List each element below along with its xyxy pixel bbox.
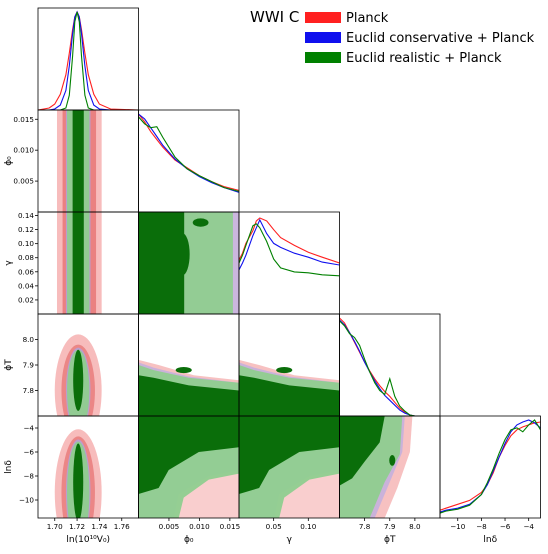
x-axis-label-phiT: ϕT	[384, 535, 396, 545]
y-axis-label-gamma: γ	[4, 260, 14, 266]
marginal-line-phi0-planck	[138, 113, 239, 191]
panel-frame-lnV0-lnV0	[37, 7, 139, 111]
y-tick-label-lndelta: −10	[19, 496, 35, 505]
marginal-line-phi0-conservative	[138, 113, 239, 193]
x-tick-label-lndelta: −6	[500, 522, 511, 531]
y-tick-label-gamma: 0.10	[18, 239, 34, 248]
contour-realistic-inner	[73, 349, 84, 411]
legend-label-planck: Planck	[346, 11, 389, 26]
y-axis-label-phiT: ϕT	[4, 359, 14, 371]
y-tick-label-phi0: 0.010	[13, 146, 34, 155]
x-axis-label-phi0: ϕ₀	[184, 535, 194, 545]
panel-frame-phi0-phi0	[138, 109, 240, 213]
marginal-line-phiT-conservative	[339, 319, 440, 416]
contour-realistic-inner	[339, 416, 385, 486]
x-axis-label-lnV0: ln(10¹⁰V₀)	[66, 535, 110, 545]
contour-realistic-inner	[389, 455, 396, 466]
y-tick-label-phiT: 8.0	[23, 335, 35, 344]
contour-realistic-inner	[72, 212, 84, 314]
contour-realistic-inner	[175, 367, 192, 374]
marginal-line-gamma-planck	[239, 217, 340, 264]
contour-realistic-inner	[276, 367, 293, 374]
legend-label-conservative: Euclid conservative + Planck	[346, 31, 535, 46]
marginal-line-lnV0-realistic	[38, 11, 139, 110]
marginal-line-gamma-conservative	[239, 218, 340, 271]
legend-label-realistic: Euclid realistic + Planck	[346, 51, 502, 66]
marginal-line-lndelta-planck	[440, 421, 541, 511]
y-tick-label-phi0: 0.015	[13, 115, 34, 124]
marginal-line-phiT-planck	[339, 317, 440, 416]
marginal-line-phi0-realistic	[138, 116, 239, 192]
x-tick-label-lndelta: −4	[523, 522, 534, 531]
x-tick-label-phiT: 7.8	[359, 522, 371, 531]
x-tick-label-phi0: 0.010	[189, 522, 210, 531]
marginal-line-gamma-realistic	[239, 223, 340, 277]
legend-swatch-planck	[305, 12, 341, 23]
y-axis-label-lndelta: lnδ	[4, 460, 14, 474]
y-axis-label-phi0: ϕ₀	[4, 156, 14, 166]
x-axis-label-gamma: γ	[287, 535, 293, 545]
x-tick-label-gamma: 0.05	[266, 522, 282, 531]
legend: WWI C Planck Euclid conservative + Planc…	[250, 8, 535, 66]
contour-realistic-inner	[192, 218, 209, 227]
x-tick-label-lndelta: −8	[476, 522, 487, 531]
y-tick-label-gamma: 0.14	[18, 211, 34, 220]
x-tick-label-lnV0: 1.70	[47, 522, 63, 531]
contour-realistic-inner	[239, 416, 340, 494]
x-tick-label-phi0: 0.005	[159, 522, 180, 531]
y-tick-label-lndelta: −8	[23, 472, 34, 481]
y-tick-label-phi0: 0.005	[13, 177, 34, 186]
x-tick-label-lnV0: 1.72	[69, 522, 85, 531]
x-tick-label-phiT: 7.9	[384, 522, 396, 531]
contour-realistic-inner	[72, 110, 84, 212]
x-tick-label-lndelta: −10	[450, 522, 466, 531]
contour-realistic-inner	[138, 375, 239, 416]
x-tick-label-phiT: 8.0	[409, 522, 421, 531]
y-tick-label-lndelta: −4	[23, 424, 34, 433]
y-tick-label-phiT: 7.8	[23, 386, 35, 395]
marginal-line-lnV0-conservative	[38, 10, 139, 110]
y-tick-label-gamma: 0.02	[18, 295, 34, 304]
marginal-line-lndelta-conservative	[440, 419, 541, 513]
y-tick-label-phiT: 7.9	[23, 361, 35, 370]
legend-swatch-conservative	[305, 32, 341, 43]
panel-frame-lndelta-lndelta	[439, 415, 541, 519]
chart-title: WWI C	[250, 8, 299, 26]
y-tick-label-gamma: 0.08	[18, 253, 34, 262]
y-tick-label-gamma: 0.04	[18, 281, 34, 290]
x-tick-label-phi0: 0.015	[220, 522, 241, 531]
contour-realistic-inner	[138, 416, 239, 494]
y-tick-label-lndelta: −6	[23, 448, 34, 457]
marginal-line-phiT-realistic	[339, 320, 440, 416]
x-tick-label-gamma: 0.10	[300, 522, 316, 531]
x-tick-label-lnV0: 1.74	[91, 522, 107, 531]
y-tick-label-gamma: 0.06	[18, 267, 34, 276]
contour-realistic-inner	[239, 375, 340, 416]
x-axis-label-lndelta: lnδ	[483, 535, 497, 545]
y-tick-label-gamma: 0.12	[18, 225, 34, 234]
marginal-line-lnV0-planck	[38, 10, 139, 110]
x-tick-label-lnV0: 1.76	[114, 522, 130, 531]
marginal-line-lndelta-realistic	[440, 419, 541, 514]
contour-realistic-inner	[175, 233, 190, 276]
legend-swatch-realistic	[305, 52, 341, 63]
contour-realistic-inner	[73, 443, 84, 518]
